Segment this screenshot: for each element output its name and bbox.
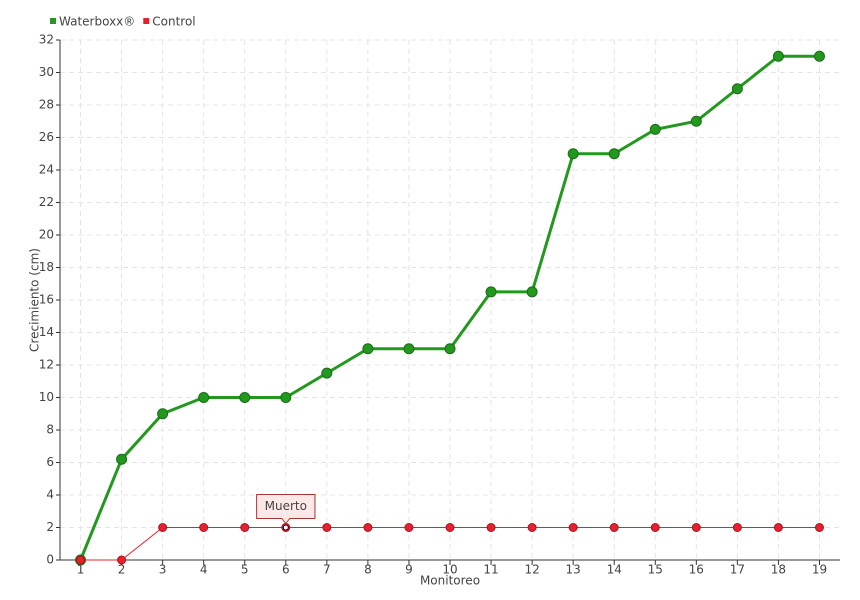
data-point — [691, 523, 701, 532]
data-point — [322, 523, 332, 532]
y-tick-label: 22 — [39, 195, 54, 209]
y-tick-label: 28 — [39, 98, 54, 112]
annotation-marker — [282, 524, 289, 531]
x-tick-label: 10 — [442, 563, 457, 577]
data-point — [117, 555, 127, 565]
x-tick-label: 3 — [159, 563, 167, 577]
data-point — [485, 286, 497, 298]
data-point — [650, 523, 660, 532]
annotation-box — [256, 494, 316, 525]
x-tick-label: 17 — [730, 563, 745, 577]
data-point — [404, 523, 414, 532]
x-tick-label: 18 — [771, 563, 786, 577]
y-tick-label: 14 — [39, 325, 54, 339]
y-tick-label: 20 — [39, 228, 54, 242]
x-tick-label: 15 — [648, 563, 663, 577]
data-point — [403, 343, 415, 355]
x-tick-label: 1 — [77, 563, 85, 577]
y-axis-label: Crecimiento (cm) — [28, 248, 42, 352]
y-tick-label: 26 — [39, 130, 54, 144]
x-tick-label: 14 — [607, 563, 622, 577]
x-axis-label: Monitoreo — [420, 574, 480, 588]
x-tick-label: 19 — [812, 563, 827, 577]
data-point — [240, 523, 250, 532]
data-point — [814, 523, 824, 532]
x-tick-label: 2 — [118, 563, 126, 577]
data-point — [527, 523, 537, 532]
x-tick-label: 9 — [405, 563, 413, 577]
x-tick-label: 11 — [483, 563, 498, 577]
y-tick-label: 18 — [39, 260, 54, 274]
x-tick-label: 5 — [241, 563, 249, 577]
data-point — [444, 343, 456, 355]
data-point — [158, 523, 168, 532]
x-tick-label: 13 — [566, 563, 581, 577]
y-tick-label: 6 — [46, 455, 54, 469]
y-tick-label: 12 — [39, 358, 54, 372]
data-point — [157, 408, 169, 420]
y-tick-label: 30 — [39, 65, 54, 79]
y-tick-label: 0 — [46, 553, 54, 567]
data-point — [567, 148, 579, 160]
x-tick-label: 7 — [323, 563, 331, 577]
data-point — [363, 523, 373, 532]
data-point — [486, 523, 496, 532]
x-tick-label: 4 — [200, 563, 208, 577]
y-tick-label: 32 — [39, 33, 54, 47]
y-tick-label: 10 — [39, 390, 54, 404]
legend-label: Control — [152, 15, 195, 29]
legend-swatch — [50, 18, 56, 24]
x-tick-label: 16 — [689, 563, 704, 577]
data-point — [362, 343, 374, 355]
data-point — [321, 367, 333, 379]
legend-label: Waterboxx® — [59, 15, 135, 29]
annotation: Muerto — [256, 494, 316, 531]
y-tick-label: 16 — [39, 293, 54, 307]
x-tick-label: 6 — [282, 563, 290, 577]
legend-swatch — [143, 18, 150, 24]
data-point — [813, 50, 825, 62]
data-point — [445, 523, 455, 532]
data-point — [239, 392, 251, 403]
data-point — [772, 50, 784, 62]
x-tick-label: 8 — [364, 563, 372, 577]
data-point — [690, 115, 702, 127]
y-tick-label: 8 — [46, 423, 54, 437]
data-point — [608, 148, 620, 160]
data-point — [280, 392, 292, 403]
y-tick-label: 4 — [46, 488, 54, 502]
data-point — [198, 392, 210, 403]
annotation-text: Muerto — [265, 499, 307, 513]
data-point — [731, 83, 743, 95]
data-point — [732, 523, 742, 532]
data-point — [526, 286, 538, 298]
data-point — [609, 523, 619, 532]
data-point — [199, 523, 209, 532]
data-point — [568, 523, 578, 532]
x-tick-label: 12 — [524, 563, 539, 577]
data-point — [76, 555, 86, 565]
data-point — [773, 523, 783, 532]
data-point — [116, 453, 128, 465]
y-tick-label: 24 — [39, 163, 54, 177]
data-point — [649, 123, 661, 135]
y-tick-label: 2 — [46, 520, 54, 534]
